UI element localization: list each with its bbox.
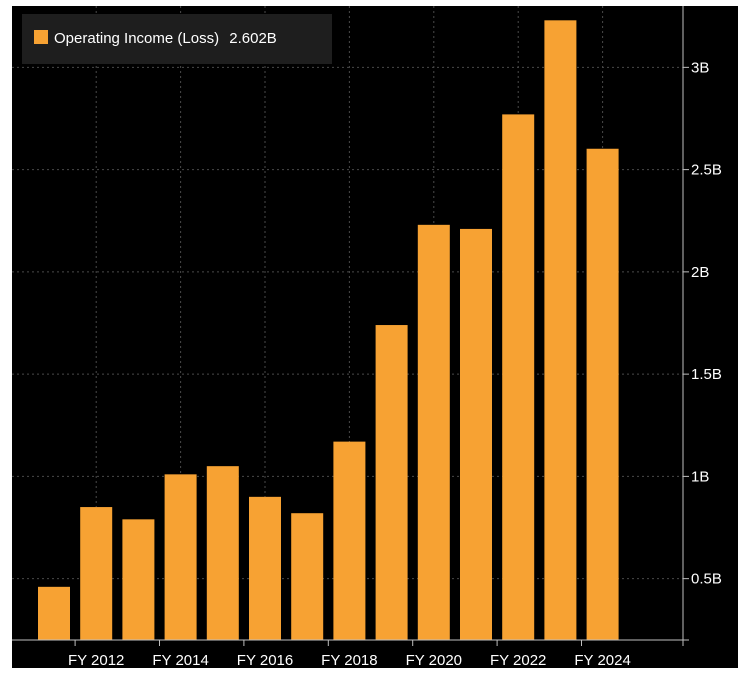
legend-swatch	[34, 30, 48, 44]
y-tick-label: 1.5B	[691, 366, 722, 383]
bar	[460, 228, 492, 640]
bar	[291, 513, 324, 640]
legend-last-value: 2.602B	[229, 30, 277, 47]
bar	[38, 586, 70, 640]
y-tick-label: 1B	[691, 468, 709, 485]
bar	[249, 496, 281, 640]
bars	[38, 20, 619, 641]
legend-series-name: Operating Income (Loss)	[54, 30, 219, 47]
legend-box	[22, 14, 332, 64]
y-tick-label: 2B	[691, 264, 709, 281]
legend-label: Operating Income (Loss) 2.602B	[54, 30, 277, 47]
bar	[80, 507, 113, 640]
bar	[502, 114, 535, 640]
x-tick-label: FY 2024	[574, 652, 630, 669]
bar	[164, 474, 197, 640]
x-tick-label: FY 2014	[152, 652, 208, 669]
bar	[586, 148, 619, 640]
x-tick-label: FY 2016	[237, 652, 293, 669]
x-tick-label: FY 2012	[68, 652, 124, 669]
y-tick-label: 2.5B	[691, 162, 722, 179]
bar	[333, 441, 366, 640]
bar	[375, 325, 408, 640]
bar	[544, 20, 577, 641]
bar	[206, 466, 239, 640]
x-tick-label: FY 2018	[321, 652, 377, 669]
x-tick-label: FY 2022	[490, 652, 546, 669]
plot-background	[12, 6, 738, 668]
bar	[417, 224, 450, 640]
y-tick-label: 0.5B	[691, 571, 722, 588]
y-tick-label: 3B	[691, 59, 709, 76]
x-tick-label: FY 2020	[406, 652, 462, 669]
bar	[122, 519, 155, 640]
legend: Operating Income (Loss) 2.602B	[22, 14, 332, 64]
axes: 0.5B 1B 1.5B 2B 2.5B 3B FY 2012 FY 2014 FY 2016 F…	[12, 6, 722, 669]
